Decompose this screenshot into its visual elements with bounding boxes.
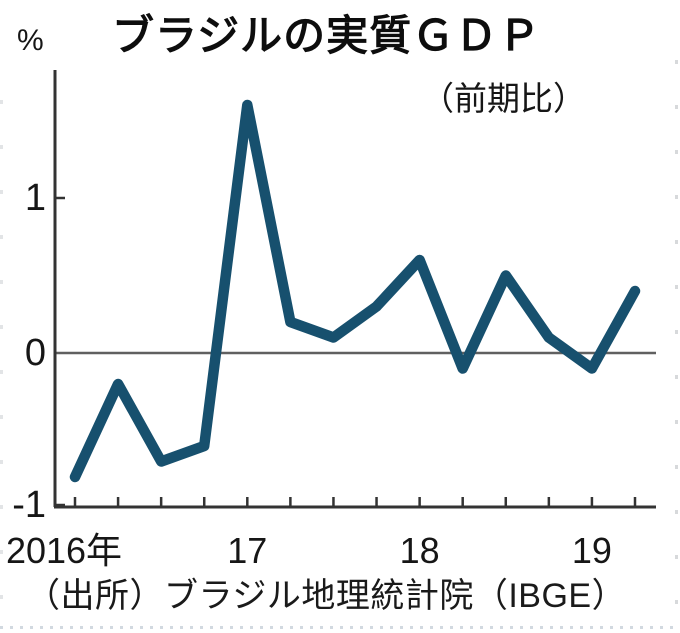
x-tick-label: 19 <box>572 530 612 571</box>
x-tick-label: 18 <box>400 530 440 571</box>
page-edge-dots-bottom <box>0 626 680 629</box>
gdp-quarterly-line <box>69 99 641 483</box>
page-edge-dots-left <box>0 100 3 633</box>
chart-title: ブラジルの実質ＧＤＰ <box>112 12 542 59</box>
source-note: （出所）ブラジル地理統計院（IBGE） <box>26 577 627 615</box>
y-axis-unit-label: % <box>17 24 44 57</box>
chart-subtitle: （前期比） <box>421 80 586 117</box>
y-tick-label: 1 <box>25 177 46 219</box>
page-edge-dots-right <box>675 60 678 633</box>
x-tick-label: 17 <box>227 530 267 571</box>
x-tick-label: 2016年 <box>6 530 122 571</box>
y-tick-label: -1 <box>12 484 46 526</box>
y-tick-label: 0 <box>25 332 46 374</box>
